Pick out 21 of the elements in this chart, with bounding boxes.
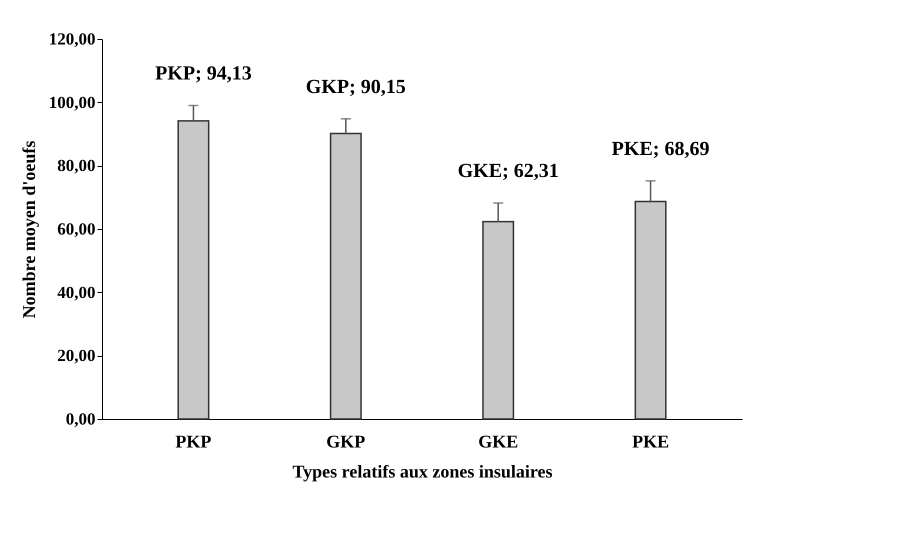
- x-tick-label: GKE: [478, 432, 518, 452]
- x-axis-title: Types relatifs aux zones insulaires: [292, 462, 553, 482]
- x-tick-label: PKE: [632, 432, 670, 452]
- data-label: PKP; 94,13: [155, 62, 252, 84]
- y-tick-label: 120,00: [48, 30, 96, 48]
- y-tick-label: 0,00: [66, 410, 96, 428]
- y-axis-title: Nombre moyen d'oeufs: [18, 140, 39, 318]
- bar: [634, 200, 667, 420]
- bar: [177, 120, 210, 420]
- y-tick-label: 80,00: [57, 156, 96, 176]
- y-tick-label: 40,00: [57, 282, 96, 302]
- bar: [330, 132, 362, 420]
- y-tick-label: 100,00: [48, 92, 96, 112]
- x-tick-label: GKP: [326, 432, 366, 452]
- x-tick-label: PKP: [175, 432, 212, 452]
- data-label: PKE; 68,69: [612, 138, 710, 160]
- y-tick-label: 20,00: [57, 346, 96, 366]
- bar: [482, 220, 514, 420]
- data-label: GKP; 90,15: [306, 76, 406, 98]
- y-tick-label: 60,00: [57, 220, 96, 238]
- data-label: GKE; 62,31: [458, 160, 559, 182]
